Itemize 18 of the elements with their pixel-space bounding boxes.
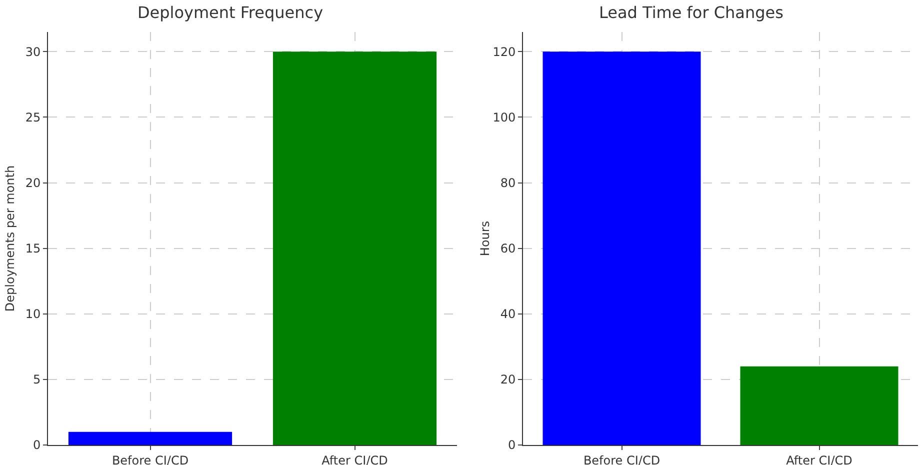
y-tick-label: 30: [25, 44, 41, 59]
y-tick-label: 0: [32, 438, 41, 452]
y-tick-label: 40: [500, 307, 516, 322]
chart-title: Deployment Frequency: [137, 3, 324, 22]
y-tick-label: 15: [25, 242, 41, 256]
y-tick-label: 20: [25, 176, 41, 190]
y-tick-label: 10: [25, 307, 41, 322]
y-tick-label: 120: [492, 44, 516, 59]
y-tick-label: 5: [32, 372, 41, 387]
y-tick-label: 20: [500, 372, 516, 387]
y-axis-title: Deployments per month: [3, 165, 17, 312]
y-tick-label: 60: [500, 242, 516, 256]
y-tick-label: 80: [500, 176, 516, 190]
chart-title: Lead Time for Changes: [598, 3, 783, 22]
y-axis-title: Hours: [478, 220, 492, 256]
y-tick-label: 0: [507, 438, 516, 452]
y-tick-label: 100: [492, 110, 516, 124]
y-tick-label: 25: [25, 110, 41, 124]
